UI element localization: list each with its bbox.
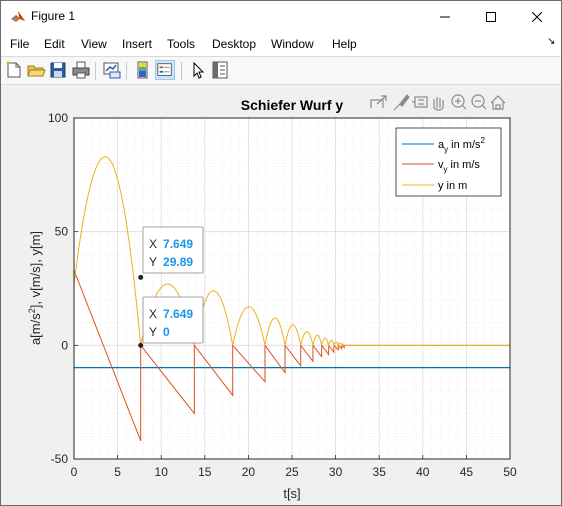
x-tick-label: 30 xyxy=(329,465,343,479)
menu-file[interactable]: File xyxy=(10,37,30,51)
maximize-button[interactable] xyxy=(468,1,514,32)
menu-overflow-icon[interactable]: ↘ xyxy=(547,36,556,47)
export-icon[interactable] xyxy=(370,95,387,108)
x-tick-label: 0 xyxy=(71,465,78,479)
x-tick-label: 40 xyxy=(416,465,430,479)
menu-view[interactable]: View xyxy=(81,37,107,51)
y-tick-label: -50 xyxy=(51,452,69,466)
legend-vy-rest: in m/s xyxy=(448,159,481,171)
datatip-1-y-value: 29.89 xyxy=(163,255,193,269)
brush-icon[interactable] xyxy=(393,94,410,111)
legend-ay-sub: y xyxy=(444,145,448,154)
matlab-logo-icon xyxy=(11,11,25,22)
axis-ticks xyxy=(73,117,511,460)
x-tick-label: 45 xyxy=(460,465,474,479)
datatip-1-x-value: 7.649 xyxy=(163,237,193,251)
close-icon xyxy=(532,11,542,22)
datatip-1-box xyxy=(142,226,204,274)
new-figure-icon[interactable] xyxy=(4,60,24,80)
menu-window[interactable]: Window xyxy=(271,37,314,51)
datatip-marker xyxy=(138,274,144,280)
y-tick-label: 0 xyxy=(61,338,68,352)
edit-plot-icon[interactable] xyxy=(188,60,208,80)
datatip-2-x-label: X xyxy=(149,307,157,321)
pan-icon[interactable] xyxy=(433,97,444,111)
figure-toolbar xyxy=(1,56,561,85)
datatip-markers xyxy=(138,274,144,348)
menu-desktop[interactable]: Desktop xyxy=(212,37,257,51)
menu-insert[interactable]: Insert xyxy=(122,37,153,51)
datatip-2-box xyxy=(142,296,204,344)
menu-bar: File Edit View Insert Tools Desktop Wind… xyxy=(1,32,561,56)
home-icon[interactable] xyxy=(490,95,506,110)
open-file-icon[interactable] xyxy=(26,60,46,80)
y-axis-label-pre: a[m/s xyxy=(28,313,43,345)
toolbar-separator xyxy=(126,62,127,80)
legend-ay-sup: 2 xyxy=(481,136,486,145)
datatip-1-x: X 7.649 xyxy=(149,237,193,251)
datatip-1-y: Y 29.89 xyxy=(149,255,193,269)
y-axis-label-post: ], v[m/s], y[m] xyxy=(28,231,43,308)
chart-title: Schiefer Wurf y xyxy=(241,97,344,113)
y-axis-label: a[m/s2], v[m/s], y[m] xyxy=(27,231,43,345)
colorbar-icon[interactable] xyxy=(134,60,154,80)
x-tick-label: 25 xyxy=(285,465,299,479)
zoom-in-icon[interactable] xyxy=(451,94,467,110)
save-icon[interactable] xyxy=(48,60,68,80)
close-button[interactable] xyxy=(514,1,560,32)
menu-edit[interactable]: Edit xyxy=(44,37,65,51)
legend-label-y: y in m xyxy=(438,180,467,192)
datatip-1-x-label: X xyxy=(149,237,157,251)
y-tick-labels: -50 0 50 100 xyxy=(48,111,68,466)
figure-canvas: 0 5 10 15 20 25 30 35 40 45 50 -50 0 50 100 Schiefer … xyxy=(2,86,560,505)
datatip-1-y-label: Y xyxy=(149,255,157,269)
datatip-2-y-label: Y xyxy=(149,325,157,339)
menu-help[interactable]: Help xyxy=(332,37,357,51)
legend[interactable]: ay in m/s2 vy in m/s y in m xyxy=(395,127,502,197)
legend-vy-sub: y xyxy=(444,165,448,174)
datatip-marker xyxy=(138,342,144,348)
y-tick-label: 100 xyxy=(48,111,68,125)
datatip-2-x: X 7.649 xyxy=(149,307,193,321)
zoom-out-icon[interactable] xyxy=(471,94,487,110)
print-icon[interactable] xyxy=(71,60,91,80)
toolbar-separator xyxy=(95,62,96,80)
property-inspector-icon[interactable] xyxy=(210,60,230,80)
axes-toolbar xyxy=(370,94,506,111)
y-tick-label: 50 xyxy=(55,225,69,239)
x-tick-label: 50 xyxy=(503,465,517,479)
legend-label-vy: vy in m/s xyxy=(438,159,480,174)
x-tick-label: 15 xyxy=(198,465,212,479)
datatip-1[interactable]: X 7.649 Y 29.89 xyxy=(142,226,204,274)
legend-label-ay: ay in m/s2 xyxy=(438,136,486,154)
menu-tools[interactable]: Tools xyxy=(167,37,196,51)
toolbar-separator xyxy=(181,62,182,80)
x-tick-label: 20 xyxy=(242,465,256,479)
x-tick-label: 35 xyxy=(373,465,387,479)
series-vy-line xyxy=(74,270,510,441)
data-tips-icon[interactable] xyxy=(412,96,428,108)
x-axis-label: t[s] xyxy=(283,486,300,501)
y-axis-label-sup: 2 xyxy=(27,308,37,313)
window-title: Figure 1 xyxy=(31,9,76,23)
minimize-icon xyxy=(440,16,450,17)
legend-ay-base: a xyxy=(438,139,445,151)
maximize-icon xyxy=(486,11,496,22)
title-bar[interactable]: Figure 1 xyxy=(1,1,561,32)
x-tick-label: 10 xyxy=(155,465,169,479)
x-tick-labels: 0 5 10 15 20 25 30 35 40 45 50 xyxy=(71,465,517,479)
datatip-2-y-value: 0 xyxy=(163,325,170,339)
datatip-2-x-value: 7.649 xyxy=(163,307,193,321)
link-plot-icon[interactable] xyxy=(102,60,122,80)
legend-icon[interactable] xyxy=(155,60,175,80)
minimize-button[interactable] xyxy=(422,1,468,32)
legend-vy-base: v xyxy=(438,159,444,171)
x-tick-label: 5 xyxy=(114,465,121,479)
legend-ay-rest: in m/s xyxy=(448,139,481,151)
